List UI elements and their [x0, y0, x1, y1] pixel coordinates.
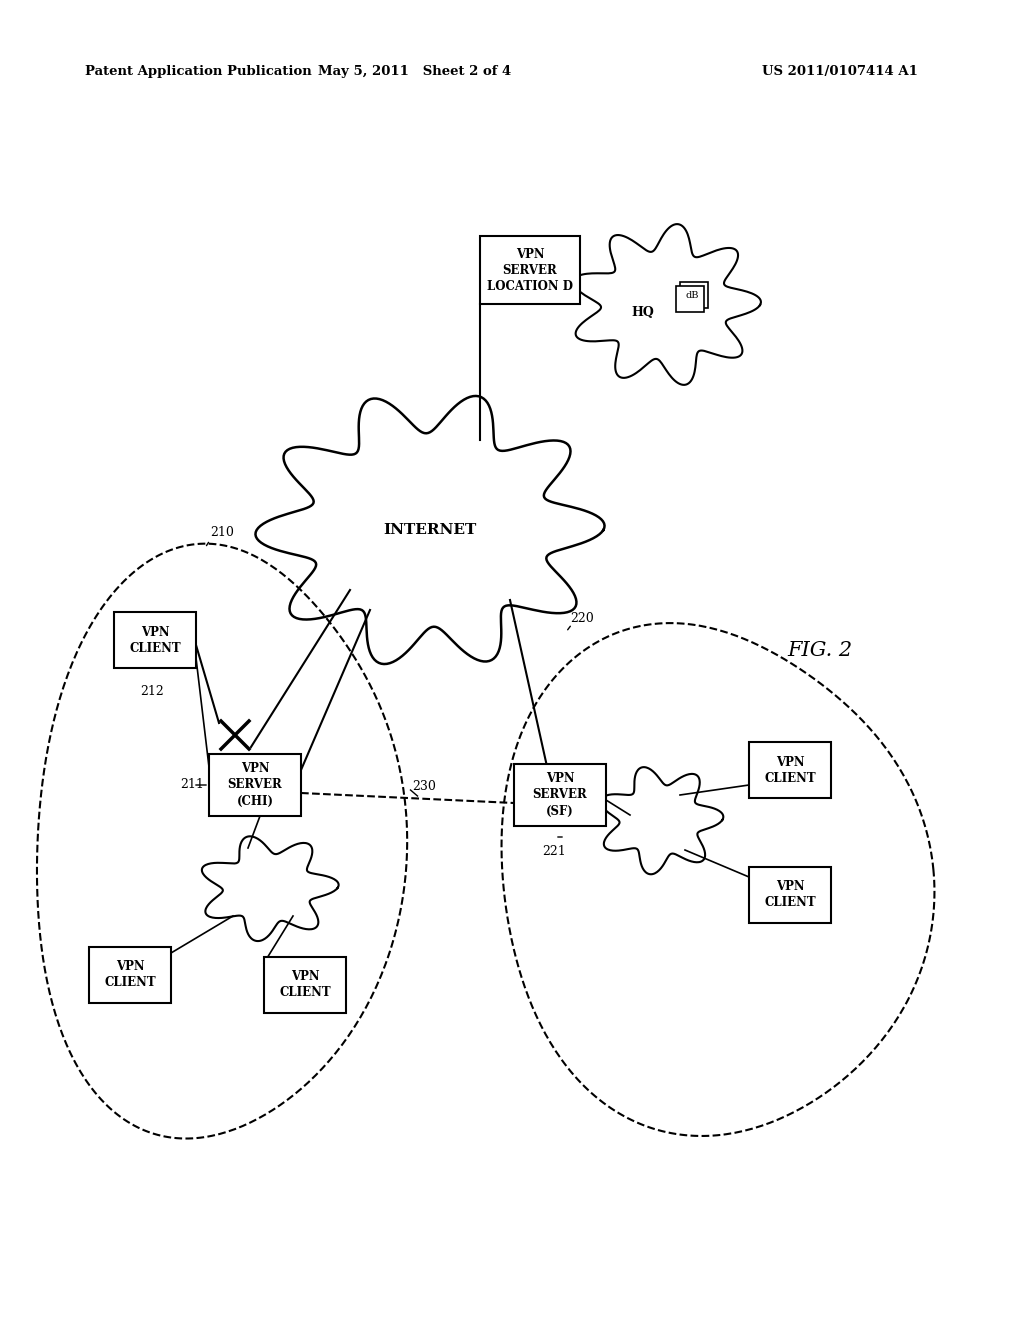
- Text: 212: 212: [140, 685, 164, 698]
- Text: dB: dB: [685, 290, 698, 300]
- Text: May 5, 2011   Sheet 2 of 4: May 5, 2011 Sheet 2 of 4: [318, 66, 512, 78]
- Polygon shape: [255, 396, 604, 664]
- Bar: [514, 764, 606, 826]
- Bar: [480, 236, 580, 304]
- Text: INTERNET: INTERNET: [383, 523, 476, 537]
- Text: VPN
SERVER
(SF): VPN SERVER (SF): [532, 772, 588, 817]
- Bar: [209, 754, 301, 816]
- Bar: [89, 946, 171, 1003]
- Text: 211: 211: [180, 779, 204, 792]
- Text: Patent Application Publication: Patent Application Publication: [85, 66, 311, 78]
- Polygon shape: [601, 767, 723, 874]
- Text: HQ: HQ: [632, 306, 654, 319]
- Text: VPN
SERVER
(CHI): VPN SERVER (CHI): [227, 763, 283, 808]
- Polygon shape: [202, 837, 339, 941]
- Text: VPN
CLIENT: VPN CLIENT: [764, 755, 816, 784]
- Text: VPN
CLIENT: VPN CLIENT: [280, 970, 331, 999]
- Polygon shape: [573, 224, 761, 385]
- Text: 220: 220: [570, 611, 594, 624]
- Bar: [680, 282, 708, 308]
- Text: VPN
CLIENT: VPN CLIENT: [129, 626, 181, 655]
- Text: FIG. 2: FIG. 2: [787, 640, 853, 660]
- Text: 210: 210: [210, 525, 233, 539]
- Text: VPN
CLIENT: VPN CLIENT: [764, 880, 816, 909]
- Bar: [114, 612, 196, 668]
- Text: 221: 221: [542, 845, 565, 858]
- Text: US 2011/0107414 A1: US 2011/0107414 A1: [762, 66, 918, 78]
- Text: 230: 230: [413, 780, 436, 792]
- Bar: [676, 286, 705, 312]
- Bar: [749, 867, 831, 923]
- Bar: [749, 742, 831, 799]
- Text: VPN
CLIENT: VPN CLIENT: [104, 961, 156, 990]
- Bar: [264, 957, 346, 1012]
- Text: VPN
SERVER
LOCATION D: VPN SERVER LOCATION D: [487, 248, 573, 293]
